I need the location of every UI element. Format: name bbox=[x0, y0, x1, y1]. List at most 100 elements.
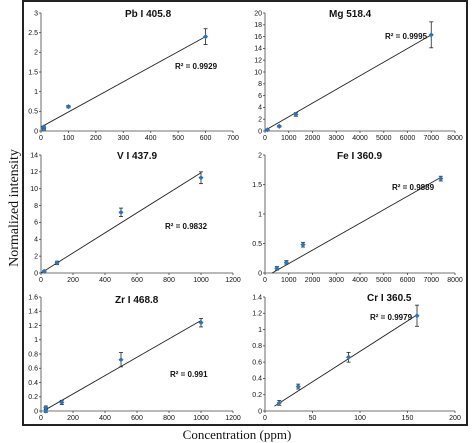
chart-mg: 0 2 4 6 8 10 12 14 16 18 20 0 1000 2000 3000 4000 5000 60… bbox=[254, 9, 463, 142]
trendline bbox=[264, 34, 432, 131]
y-tick-label: 16 bbox=[254, 34, 262, 41]
y-tick-label: 0.8 bbox=[252, 343, 262, 350]
data-point bbox=[198, 320, 204, 326]
trendline bbox=[45, 320, 202, 410]
y-tick-label: 10 bbox=[30, 186, 38, 193]
y-tick-label: 1.5 bbox=[28, 69, 38, 76]
x-tick-label: 800 bbox=[163, 277, 175, 284]
x-tick-label: 1000 bbox=[193, 277, 209, 284]
x-tick-label: 600 bbox=[200, 135, 212, 142]
x-tick-label: 8000 bbox=[447, 277, 463, 284]
y-tick-label: 0.5 bbox=[28, 109, 38, 116]
trendline bbox=[40, 36, 206, 128]
data-point bbox=[65, 104, 72, 110]
panel-title: Pb I 405.8 bbox=[125, 9, 172, 20]
r-squared-label: R² = 0.9979 bbox=[370, 313, 413, 322]
panel-fe: 0 0.5 1 1.5 2 0 1000 2000 3000 4000 5000 6000 7000 80… bbox=[247, 145, 466, 285]
x-tick-label: 7000 bbox=[423, 135, 439, 142]
x-tick-label: 5000 bbox=[376, 135, 392, 142]
panel-cr: 0 0.2 0.4 0.6 0.8 1 1.2 1.4 0 50 100 150 200 Cr I 360… bbox=[247, 287, 466, 424]
figure-frame bbox=[22, 0, 468, 426]
data-point bbox=[346, 354, 352, 360]
trendline bbox=[271, 177, 441, 274]
y-tick-label: 0.8 bbox=[28, 351, 38, 358]
y-tick-label: 12 bbox=[254, 58, 262, 65]
x-tick-label: 200 bbox=[67, 415, 79, 422]
x-tick-label: 0 bbox=[39, 415, 43, 422]
y-tick-label: 1 bbox=[258, 327, 262, 334]
chart-pb: 0 0.5 1 1.5 2 2.5 3 0 100 200 300 400 500 600 700 Pb I … bbox=[28, 9, 239, 142]
data-point bbox=[274, 265, 280, 271]
data-point bbox=[202, 34, 209, 40]
x-tick-label: 700 bbox=[227, 135, 239, 142]
x-tick-label: 2000 bbox=[305, 135, 321, 142]
panel-zr: 0 0.2 0.4 0.6 0.8 1 1.2 1.4 1.6 0 200 400 600 800 1000… bbox=[25, 287, 245, 424]
x-tick-label: 600 bbox=[131, 277, 143, 284]
data-point bbox=[438, 176, 444, 182]
y-tick-label: 0.2 bbox=[252, 392, 262, 399]
x-tick-label: 5000 bbox=[376, 277, 392, 284]
y-tick-label: 1 bbox=[34, 89, 38, 96]
x-tick-label: 1200 bbox=[225, 277, 241, 284]
y-tick-label: 1.5 bbox=[252, 182, 262, 189]
y-tick-label: 4 bbox=[258, 105, 262, 112]
y-tick-label: 0 bbox=[34, 408, 38, 415]
x-tick-label: 100 bbox=[354, 415, 366, 422]
y-tick-label: 0.4 bbox=[252, 376, 262, 383]
chart-cr: 0 0.2 0.4 0.6 0.8 1 1.2 1.4 0 50 100 150 200 Cr I 360… bbox=[252, 293, 461, 422]
y-tick-label: 1.2 bbox=[252, 311, 262, 318]
data-point bbox=[283, 259, 289, 265]
y-tick-label: 6 bbox=[258, 93, 262, 100]
x-tick-label: 300 bbox=[117, 135, 129, 142]
x-tick-label: 4000 bbox=[352, 277, 368, 284]
x-tick-label: 1000 bbox=[193, 415, 209, 422]
chart-zr: 0 0.2 0.4 0.6 0.8 1 1.2 1.4 1.6 0 200 400 600 800 1000… bbox=[28, 294, 241, 422]
y-tick-label: 1 bbox=[258, 211, 262, 218]
x-tick-label: 600 bbox=[131, 415, 143, 422]
y-tick-label: 0.4 bbox=[28, 380, 38, 387]
r-squared-label: R² = 0.991 bbox=[170, 370, 208, 379]
y-tick-label: 1.6 bbox=[28, 294, 38, 301]
panel-pb: 0 0.5 1 1.5 2 2.5 3 0 100 200 300 400 500 600 700 Pb I … bbox=[25, 3, 245, 143]
y-tick-label: 6 bbox=[34, 220, 38, 227]
data-point bbox=[428, 32, 434, 38]
data-point bbox=[41, 124, 47, 130]
x-tick-label: 6000 bbox=[400, 135, 416, 142]
y-tick-label: 0.2 bbox=[28, 394, 38, 401]
x-tick-label: 200 bbox=[449, 415, 461, 422]
data-point bbox=[264, 127, 270, 133]
r-squared-label: R² = 0.9889 bbox=[392, 183, 435, 192]
panel-title: V I 437.9 bbox=[117, 151, 157, 162]
data-point bbox=[43, 404, 49, 411]
data-point bbox=[414, 313, 420, 319]
x-tick-label: 150 bbox=[402, 415, 414, 422]
y-tick-label: 1.2 bbox=[28, 323, 38, 330]
x-tick-label: 400 bbox=[145, 135, 157, 142]
y-tick-label: 14 bbox=[30, 152, 38, 159]
y-tick-label: 2 bbox=[34, 50, 38, 57]
x-tick-label: 1000 bbox=[281, 135, 297, 142]
x-tick-label: 800 bbox=[163, 415, 175, 422]
x-tick-label: 500 bbox=[172, 135, 184, 142]
x-tick-label: 1200 bbox=[225, 415, 241, 422]
panel-title: Fe I 360.9 bbox=[337, 151, 382, 162]
trendline bbox=[40, 172, 202, 274]
panel-v: 0 2 4 6 8 10 12 14 0 200 400 600 800 1000 1200 V I 437.… bbox=[25, 145, 245, 285]
y-tick-label: 2 bbox=[258, 152, 262, 159]
trendline bbox=[274, 314, 418, 407]
chart-v: 0 2 4 6 8 10 12 14 0 200 400 600 800 1000 1200 V I 437.… bbox=[30, 151, 241, 284]
x-tick-label: 3000 bbox=[328, 277, 344, 284]
x-tick-label: 4000 bbox=[352, 135, 368, 142]
y-tick-label: 1.4 bbox=[252, 294, 262, 301]
data-point bbox=[276, 123, 282, 129]
data-point bbox=[295, 383, 301, 390]
y-tick-label: 2 bbox=[34, 253, 38, 260]
y-tick-label: 8 bbox=[258, 81, 262, 88]
x-tick-label: 400 bbox=[99, 277, 111, 284]
x-tick-label: 6000 bbox=[400, 277, 416, 284]
x-axis-label: Concentration (ppm) bbox=[182, 427, 292, 442]
y-tick-label: 8 bbox=[34, 203, 38, 210]
y-tick-label: 20 bbox=[254, 10, 262, 17]
data-point bbox=[293, 111, 299, 118]
x-tick-label: 200 bbox=[90, 135, 102, 142]
